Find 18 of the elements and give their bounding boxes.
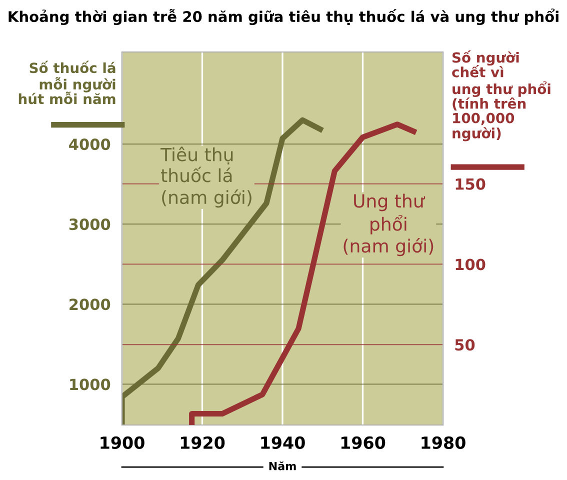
chart-title: Khoảng thời gian trễ 20 năm giữa tiêu thụ thuốc lá và ung thư phổi [8, 8, 558, 26]
y-tick-label: 4000 [69, 138, 110, 150]
y-tick-label: 2000 [70, 298, 110, 310]
series-label: Ung thư phổi (nam giới) [344, 194, 434, 256]
x-axis-title: Năm [269, 461, 296, 470]
x-tick-label: 1920 [180, 436, 225, 450]
x-tick-label: 1940 [261, 436, 305, 450]
y-axis-title: Số thuốc lá mỗi người hút mỗi năm [18, 60, 116, 104]
x-tick-label: 1900 [100, 436, 144, 450]
y2-tick-label: 100 [456, 258, 486, 270]
x-tick-label: 1960 [341, 436, 386, 450]
x-tick-label: 1980 [422, 436, 466, 450]
y2-tick-label: 50 [455, 339, 475, 351]
y-tick-label: 3000 [69, 218, 110, 230]
series-label: Tiêu thụ thuốc lá (nam giới) [160, 146, 252, 208]
y2-axis-title: Số người chết vì ung thư phổi (tính trên 100,000 người) [452, 50, 550, 142]
y-tick-label: 1000 [70, 378, 110, 390]
y2-tick-label: 150 [456, 178, 486, 190]
